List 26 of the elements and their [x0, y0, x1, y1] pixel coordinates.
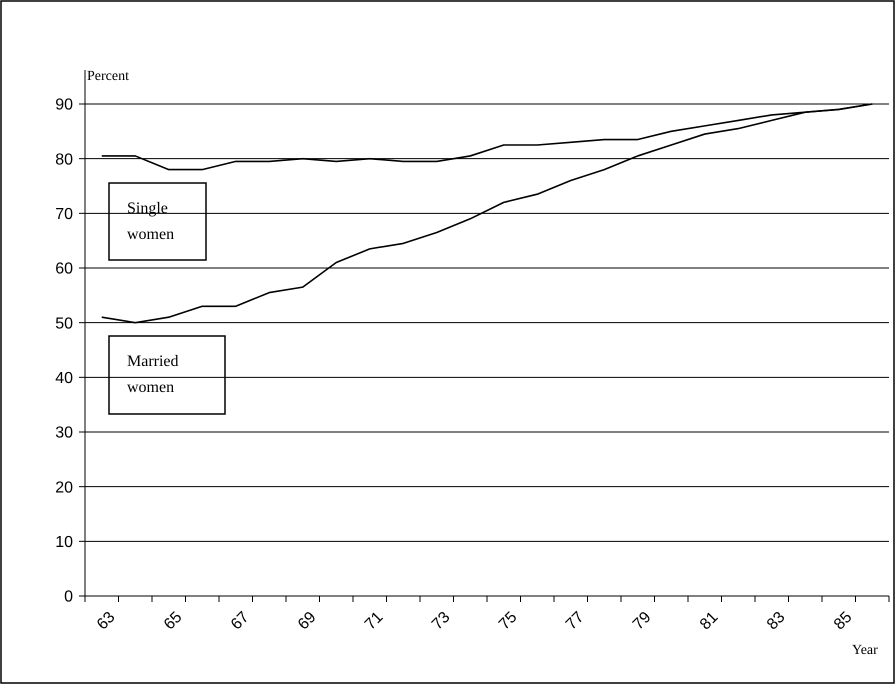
y-tick-label: 30 [55, 424, 74, 442]
x-tick-label: 77 [562, 608, 588, 634]
x-tick-label: 75 [496, 608, 521, 634]
series-label: Married women [127, 353, 179, 396]
x-tick-label: 65 [160, 608, 186, 634]
y-tick-label: 20 [55, 479, 74, 496]
x-tick-label: 63 [94, 608, 119, 634]
y-axis-title: Percent [87, 69, 130, 84]
x-tick-label: 85 [830, 608, 856, 634]
x-tick-label: 73 [428, 608, 454, 634]
x-axis-title: Year [852, 643, 878, 658]
y-tick-label: 70 [55, 206, 74, 223]
y-tick-label: 60 [55, 260, 74, 278]
x-tick-label: 79 [630, 608, 655, 634]
x-tick-label: 83 [764, 608, 789, 634]
y-tick-label: 10 [55, 534, 74, 551]
y-tick-label: 80 [55, 151, 74, 168]
y-tick-label: 50 [55, 315, 74, 332]
series-label: Single women [127, 200, 174, 243]
x-tick-label: 71 [362, 608, 387, 634]
x-tick-label: 81 [696, 608, 722, 634]
x-tick-label: 69 [294, 608, 320, 634]
y-tick-label: 90 [55, 96, 74, 114]
x-tick-label: 67 [228, 608, 253, 634]
y-tick-label: 40 [55, 370, 74, 387]
y-tick-label: 0 [64, 588, 74, 606]
